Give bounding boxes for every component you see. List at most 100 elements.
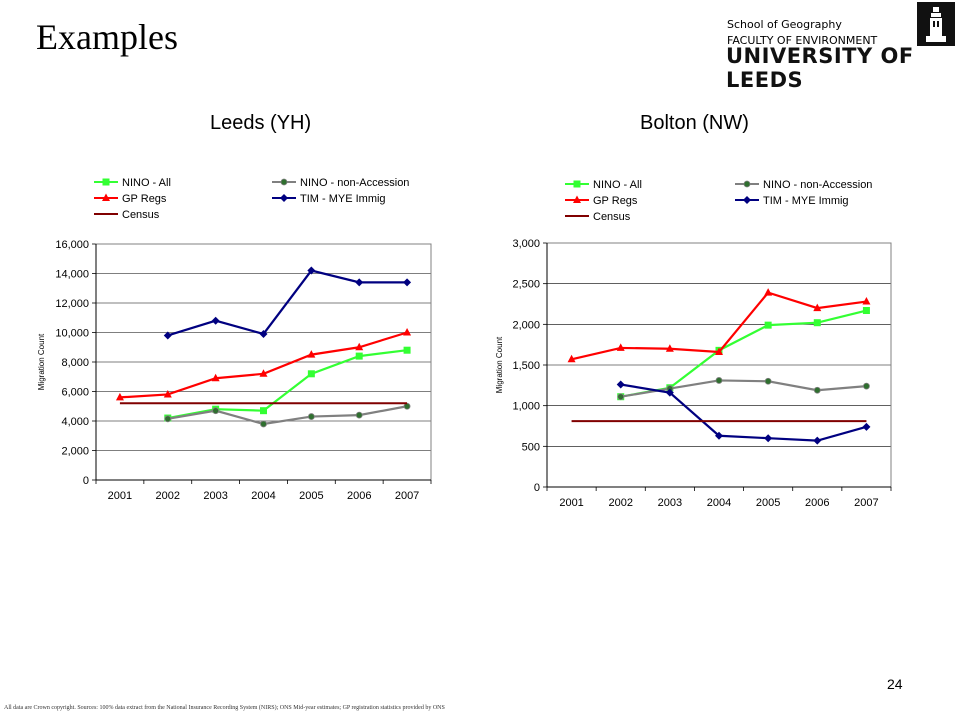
leeds-nino_non_accession-point	[164, 415, 172, 423]
leeds-ytick-label: 10,000	[55, 328, 89, 340]
bolton-xtick-label: 2005	[756, 497, 780, 509]
leeds-gp_regs-point	[403, 328, 412, 336]
bolton-legend-label-tim_mye: TIM - MYE Immig	[763, 195, 849, 207]
leeds-xtick-label: 2004	[251, 490, 275, 502]
leeds-xtick-label: 2006	[347, 490, 371, 502]
leeds-series-gp_regs	[115, 328, 412, 401]
leeds-gp_regs-point	[307, 350, 316, 358]
bolton-legend-label-nino_all: NINO - All	[593, 179, 642, 191]
bolton-tim_mye-point	[813, 436, 822, 445]
leeds-legend-marker-nino_all	[102, 178, 110, 186]
leeds-legend-marker-nino_non_accession	[280, 178, 288, 186]
leeds-nino_non_accession-point	[212, 407, 220, 415]
bolton-tim_mye-line	[620, 383, 867, 442]
leeds-legend-label-nino_all: NINO - All	[122, 177, 171, 189]
page-number: 24	[887, 676, 903, 692]
bolton-nino_non_accession-point	[863, 382, 870, 390]
bolton-chart-heading: Bolton (NW)	[640, 112, 749, 134]
bolton-legend-label-nino_non_accession: NINO - non-Accession	[763, 179, 872, 191]
bolton-gp_regs-point	[715, 347, 723, 355]
bolton-nino_non_accession-point	[813, 386, 821, 394]
leeds-legend-label-nino_non_accession: NINO - non-Accession	[300, 177, 409, 189]
bolton-xtick-label: 2006	[805, 497, 829, 509]
leeds-tim_mye-point	[355, 278, 364, 287]
bolton-series-nino_non_accession	[617, 377, 870, 401]
university-tower-logo	[917, 2, 955, 46]
leeds-tim_mye-point	[259, 329, 268, 338]
leeds-gp_regs-point	[259, 369, 268, 377]
bolton-legend-marker-tim_mye	[743, 196, 751, 204]
bolton-nino_non_accession-point	[764, 377, 772, 385]
bolton-xtick-label: 2003	[658, 497, 682, 509]
bolton-ytick-label: 2,500	[512, 279, 540, 291]
leeds-legend-marker-gp_regs	[102, 193, 110, 201]
data-source-footnote: All data are Crown copyright. Sources: 1…	[4, 705, 445, 711]
leeds-ytick-label: 16,000	[55, 239, 89, 251]
bolton-nino_non_accession-line	[620, 379, 867, 398]
bolton-nino_all-point	[813, 319, 821, 327]
leeds-nino_non_accession-point	[260, 420, 267, 428]
leeds-tim_mye-line	[167, 269, 408, 337]
bolton-xtick-label: 2007	[854, 497, 878, 509]
bolton-tim_mye-point	[862, 422, 871, 431]
leeds-ytick-label: 0	[83, 475, 89, 487]
bolton-y-axis-label: Migration Count	[495, 336, 504, 393]
leeds-nino_all-point	[260, 407, 267, 415]
bolton-legend-label-census: Census	[593, 211, 631, 223]
leeds-legend-marker-tim_mye	[280, 194, 288, 202]
leeds-legend-label-tim_mye: TIM - MYE Immig	[300, 193, 386, 205]
bolton-ytick-label: 3,000	[512, 238, 540, 250]
leeds-gp_regs-point	[115, 392, 124, 401]
leeds-xtick-label: 2007	[395, 490, 419, 502]
bolton-gp_regs-point	[567, 354, 576, 363]
bolton-nino_non_accession-point	[715, 377, 723, 384]
leeds-y-axis-label: Migration Count	[37, 333, 46, 390]
faculty-name: FACULTY OF ENVIRONMENT	[727, 34, 878, 47]
bolton-gp_regs-point	[862, 297, 871, 305]
leeds-xtick-label: 2002	[156, 490, 180, 502]
university-name: UNIVERSITY OF LEEDS	[726, 44, 914, 92]
leeds-legend-label-gp_regs: GP Regs	[122, 193, 167, 205]
leeds-xtick-label: 2005	[299, 490, 323, 502]
leeds-legend-label-census: Census	[122, 209, 160, 221]
bolton-tim_mye-point	[715, 431, 723, 440]
leeds-chart-heading: Leeds (YH)	[210, 112, 312, 134]
bolton-nino_non_accession-point	[617, 393, 625, 401]
bolton-series-gp_regs	[567, 288, 871, 363]
bolton-gp_regs-point	[764, 288, 773, 296]
bolton-gp_regs-point	[665, 344, 674, 352]
leeds-ytick-label: 14,000	[55, 269, 89, 281]
leeds-nino_all-point	[307, 370, 315, 378]
leeds-gp_regs-point	[211, 373, 220, 382]
bolton-nino_all-point	[764, 321, 772, 329]
leeds-nino_non_accession-point	[355, 411, 363, 419]
leeds-ytick-label: 8,000	[61, 357, 89, 369]
bolton-legend-marker-nino_non_accession	[743, 180, 751, 188]
bolton-series-tim_mye	[616, 380, 871, 445]
bolton-ytick-label: 500	[522, 441, 540, 453]
leeds-tim_mye-point	[211, 316, 220, 325]
bolton-gp_regs-point	[813, 303, 822, 312]
bolton-legend-marker-gp_regs	[573, 195, 581, 203]
leeds-nino_all-line	[167, 349, 408, 420]
slide-title: Examples	[36, 17, 178, 57]
bolton-xtick-label: 2002	[608, 497, 632, 509]
bolton-tim_mye-point	[616, 380, 625, 389]
leeds-nino_all-point	[355, 352, 363, 360]
leeds-series-nino_non_accession	[164, 402, 411, 428]
leeds-nino_non_accession-line	[167, 405, 408, 426]
bolton-tim_mye-point	[764, 434, 773, 443]
leeds-gp_regs-point	[163, 389, 172, 398]
bolton-legend-marker-nino_all	[573, 180, 581, 188]
leeds-ytick-label: 12,000	[55, 298, 89, 310]
bolton-legend-label-gp_regs: GP Regs	[593, 195, 638, 207]
leeds-ytick-label: 4,000	[61, 416, 89, 428]
bolton-ytick-label: 1,000	[512, 401, 540, 413]
bolton-nino_all-point	[862, 307, 870, 315]
leeds-ytick-label: 6,000	[61, 387, 89, 399]
leeds-gp_regs-point	[355, 342, 364, 351]
bolton-ytick-label: 0	[534, 482, 540, 494]
leeds-nino_all-point	[403, 346, 411, 354]
